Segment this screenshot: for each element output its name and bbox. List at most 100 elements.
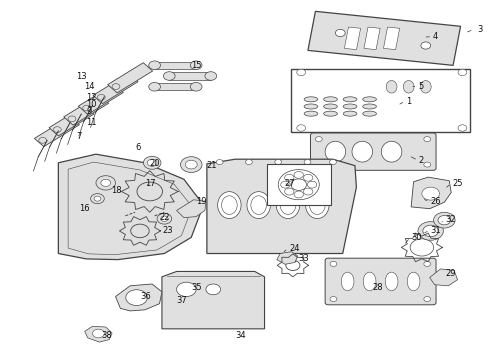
Polygon shape bbox=[64, 95, 109, 125]
Circle shape bbox=[330, 159, 336, 165]
Polygon shape bbox=[277, 252, 298, 264]
Text: 15: 15 bbox=[191, 61, 202, 70]
Ellipse shape bbox=[385, 272, 398, 291]
Polygon shape bbox=[49, 106, 94, 136]
Circle shape bbox=[101, 179, 111, 186]
Circle shape bbox=[303, 174, 313, 181]
Polygon shape bbox=[384, 27, 400, 50]
Text: 37: 37 bbox=[176, 296, 187, 305]
Circle shape bbox=[144, 156, 161, 169]
Ellipse shape bbox=[341, 272, 354, 291]
Circle shape bbox=[93, 329, 104, 338]
Circle shape bbox=[161, 216, 168, 221]
Circle shape bbox=[190, 82, 202, 91]
Text: 32: 32 bbox=[445, 215, 456, 224]
Ellipse shape bbox=[304, 97, 318, 102]
Circle shape bbox=[297, 69, 306, 76]
Polygon shape bbox=[207, 159, 356, 253]
Text: 29: 29 bbox=[445, 269, 456, 278]
Text: 7: 7 bbox=[76, 132, 82, 141]
Circle shape bbox=[330, 261, 337, 266]
Polygon shape bbox=[85, 326, 112, 342]
Text: 25: 25 bbox=[453, 179, 463, 188]
Text: 33: 33 bbox=[299, 255, 310, 264]
Circle shape bbox=[39, 138, 47, 143]
Circle shape bbox=[281, 181, 290, 188]
Circle shape bbox=[434, 212, 455, 228]
Circle shape bbox=[297, 125, 306, 131]
Ellipse shape bbox=[343, 111, 357, 116]
Polygon shape bbox=[308, 11, 461, 66]
Circle shape bbox=[316, 136, 322, 141]
Polygon shape bbox=[176, 200, 206, 218]
Circle shape bbox=[83, 105, 91, 111]
Text: 35: 35 bbox=[191, 283, 202, 292]
Text: 23: 23 bbox=[162, 226, 172, 235]
Circle shape bbox=[190, 61, 202, 69]
Circle shape bbox=[410, 239, 434, 256]
Circle shape bbox=[424, 136, 431, 141]
Ellipse shape bbox=[247, 192, 270, 219]
Circle shape bbox=[307, 181, 317, 188]
Text: 24: 24 bbox=[289, 244, 299, 253]
Circle shape bbox=[176, 282, 196, 297]
Text: 34: 34 bbox=[235, 332, 246, 341]
Ellipse shape bbox=[363, 104, 376, 109]
Circle shape bbox=[422, 187, 440, 200]
Circle shape bbox=[294, 171, 303, 178]
Text: 5: 5 bbox=[418, 82, 424, 91]
Circle shape bbox=[421, 42, 431, 49]
Circle shape bbox=[316, 162, 322, 167]
Text: 6: 6 bbox=[135, 143, 141, 152]
Circle shape bbox=[424, 297, 431, 302]
Polygon shape bbox=[162, 271, 265, 329]
Text: 28: 28 bbox=[372, 283, 383, 292]
Polygon shape bbox=[430, 269, 458, 286]
Text: 27: 27 bbox=[284, 179, 294, 188]
Circle shape bbox=[423, 225, 439, 237]
Circle shape bbox=[458, 69, 467, 76]
Polygon shape bbox=[155, 83, 196, 90]
Circle shape bbox=[330, 297, 337, 302]
Polygon shape bbox=[169, 72, 211, 80]
Ellipse shape bbox=[306, 192, 329, 219]
Polygon shape bbox=[411, 177, 451, 209]
Circle shape bbox=[294, 191, 303, 198]
Circle shape bbox=[185, 160, 197, 169]
Circle shape bbox=[53, 127, 61, 132]
Circle shape bbox=[68, 116, 76, 122]
Ellipse shape bbox=[325, 141, 345, 162]
Text: 12: 12 bbox=[86, 93, 97, 102]
Polygon shape bbox=[93, 73, 138, 104]
Ellipse shape bbox=[363, 272, 376, 291]
Text: 21: 21 bbox=[206, 161, 217, 170]
Circle shape bbox=[98, 94, 105, 100]
Circle shape bbox=[96, 176, 116, 190]
Circle shape bbox=[335, 30, 345, 37]
Ellipse shape bbox=[363, 111, 376, 116]
Circle shape bbox=[149, 61, 160, 69]
Text: 20: 20 bbox=[150, 159, 160, 168]
Polygon shape bbox=[116, 284, 162, 311]
Ellipse shape bbox=[218, 192, 241, 219]
Text: 10: 10 bbox=[86, 100, 97, 109]
Text: 22: 22 bbox=[159, 213, 170, 222]
Circle shape bbox=[275, 159, 282, 165]
Circle shape bbox=[303, 188, 313, 195]
Circle shape bbox=[418, 222, 443, 240]
Circle shape bbox=[245, 159, 252, 165]
Polygon shape bbox=[58, 154, 203, 260]
FancyBboxPatch shape bbox=[292, 69, 470, 132]
Ellipse shape bbox=[407, 272, 420, 291]
Ellipse shape bbox=[363, 97, 376, 102]
Ellipse shape bbox=[352, 141, 372, 162]
Circle shape bbox=[424, 261, 431, 266]
Ellipse shape bbox=[324, 111, 337, 116]
Circle shape bbox=[438, 216, 451, 225]
FancyBboxPatch shape bbox=[267, 164, 331, 205]
Text: 36: 36 bbox=[140, 292, 151, 301]
Polygon shape bbox=[155, 62, 196, 69]
Ellipse shape bbox=[324, 104, 337, 109]
Circle shape bbox=[163, 72, 175, 80]
FancyBboxPatch shape bbox=[311, 133, 436, 170]
